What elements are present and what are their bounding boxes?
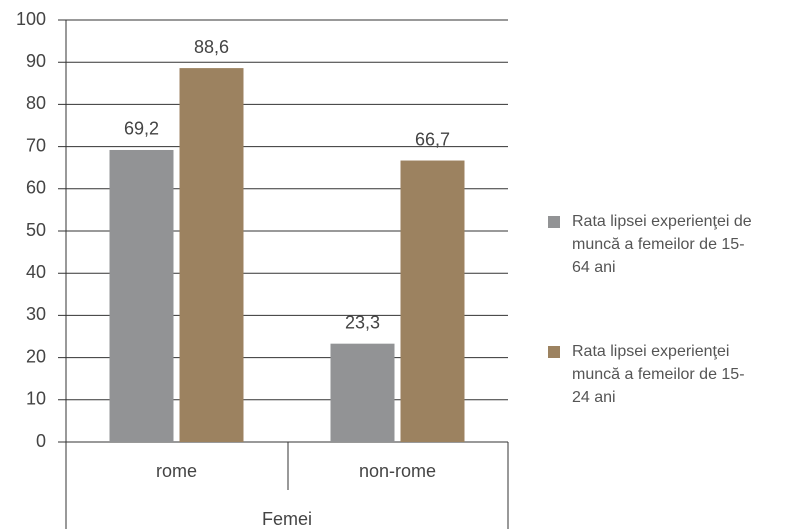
legend-label: Rata lipsei experienţei muncă a femeilor… — [572, 343, 745, 406]
value-label: 69,2 — [124, 119, 159, 139]
y-tick-label: 90 — [26, 51, 46, 71]
y-tick-label: 30 — [26, 304, 46, 324]
bar — [109, 149, 174, 442]
y-tick-label: 20 — [26, 346, 46, 366]
bar — [179, 68, 244, 442]
y-tick-label: 0 — [36, 431, 46, 451]
y-tick-label: 10 — [26, 389, 46, 409]
legend-item: Rata lipsei experienţei muncă a femeilor… — [548, 340, 778, 409]
x-axis-label: Femei — [262, 509, 312, 529]
y-tick-label: 50 — [26, 220, 46, 240]
y-tick-label: 70 — [26, 135, 46, 155]
legend-swatch — [548, 346, 560, 358]
y-tick-label: 60 — [26, 178, 46, 198]
legend-swatch — [548, 216, 560, 228]
value-label: 88,6 — [194, 37, 229, 57]
y-tick-label: 100 — [16, 9, 46, 29]
y-tick-label: 40 — [26, 262, 46, 282]
y-tick-label: 80 — [26, 93, 46, 113]
bar — [400, 160, 465, 442]
value-label: 23,3 — [345, 312, 380, 332]
legend-item: Rata lipsei experienţei de muncă a femei… — [548, 210, 778, 279]
x-tick-label: rome — [156, 461, 197, 481]
legend-label: Rata lipsei experienţei de muncă a femei… — [572, 213, 752, 276]
x-tick-label: non-rome — [359, 461, 436, 481]
value-label: 66,7 — [415, 129, 450, 149]
bar — [330, 343, 395, 442]
